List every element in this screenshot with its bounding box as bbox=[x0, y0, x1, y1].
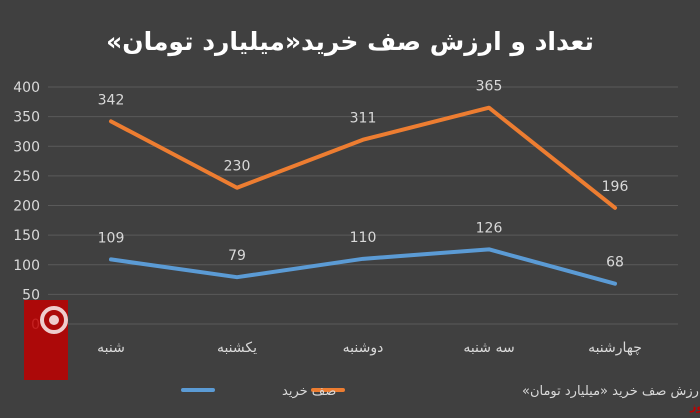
data-label: 79 bbox=[228, 248, 246, 264]
logo-watermark bbox=[24, 300, 68, 380]
x-tick-label: دوشنبه bbox=[343, 340, 384, 356]
data-label: 230 bbox=[224, 159, 251, 175]
y-tick-label: 100 bbox=[13, 258, 40, 274]
brand-watermark: بورس نیوز bbox=[689, 400, 700, 413]
legend-label: ارزش صف خرید «میلیارد تومان» bbox=[522, 384, 700, 399]
series-lines bbox=[109, 105, 617, 286]
y-tick-label: 300 bbox=[13, 139, 40, 155]
chart-title: تعداد و ارزش صف خرید«میلیارد تومان» bbox=[106, 27, 594, 57]
data-label: 126 bbox=[476, 220, 503, 236]
y-tick-label: 150 bbox=[13, 228, 40, 244]
y-tick-label: 50 bbox=[22, 287, 40, 303]
data-label: 311 bbox=[350, 111, 377, 127]
y-axis: 050100150200250300350400 bbox=[13, 80, 40, 333]
data-label: 365 bbox=[476, 79, 503, 95]
data-label: 110 bbox=[350, 230, 377, 246]
y-tick-label: 350 bbox=[13, 110, 40, 126]
x-axis: شنبه یکشنبه دوشنبه سه شنبه چهارشنبه bbox=[97, 340, 642, 356]
series-line-2 bbox=[109, 105, 617, 210]
x-tick-label: یکشنبه bbox=[217, 340, 257, 356]
x-tick-label: چهارشنبه bbox=[588, 340, 642, 356]
y-tick-label: 250 bbox=[13, 169, 40, 185]
data-label: 109 bbox=[98, 230, 125, 246]
legend: ارزش صف خرید «میلیارد تومان» صف خرید bbox=[181, 384, 700, 399]
data-label: 68 bbox=[606, 255, 624, 271]
data-labels: 109 79 110 126 68 342 230 311 365 196 bbox=[98, 79, 629, 271]
legend-label: صف خرید bbox=[282, 384, 336, 399]
y-tick-label: 200 bbox=[13, 199, 40, 215]
x-tick-label: شنبه bbox=[97, 340, 125, 356]
y-tick-label: 400 bbox=[13, 80, 40, 96]
x-tick-label: سه شنبه bbox=[463, 340, 514, 356]
data-label: 196 bbox=[602, 179, 629, 195]
data-label: 342 bbox=[98, 92, 125, 108]
series-line-1 bbox=[109, 247, 617, 286]
